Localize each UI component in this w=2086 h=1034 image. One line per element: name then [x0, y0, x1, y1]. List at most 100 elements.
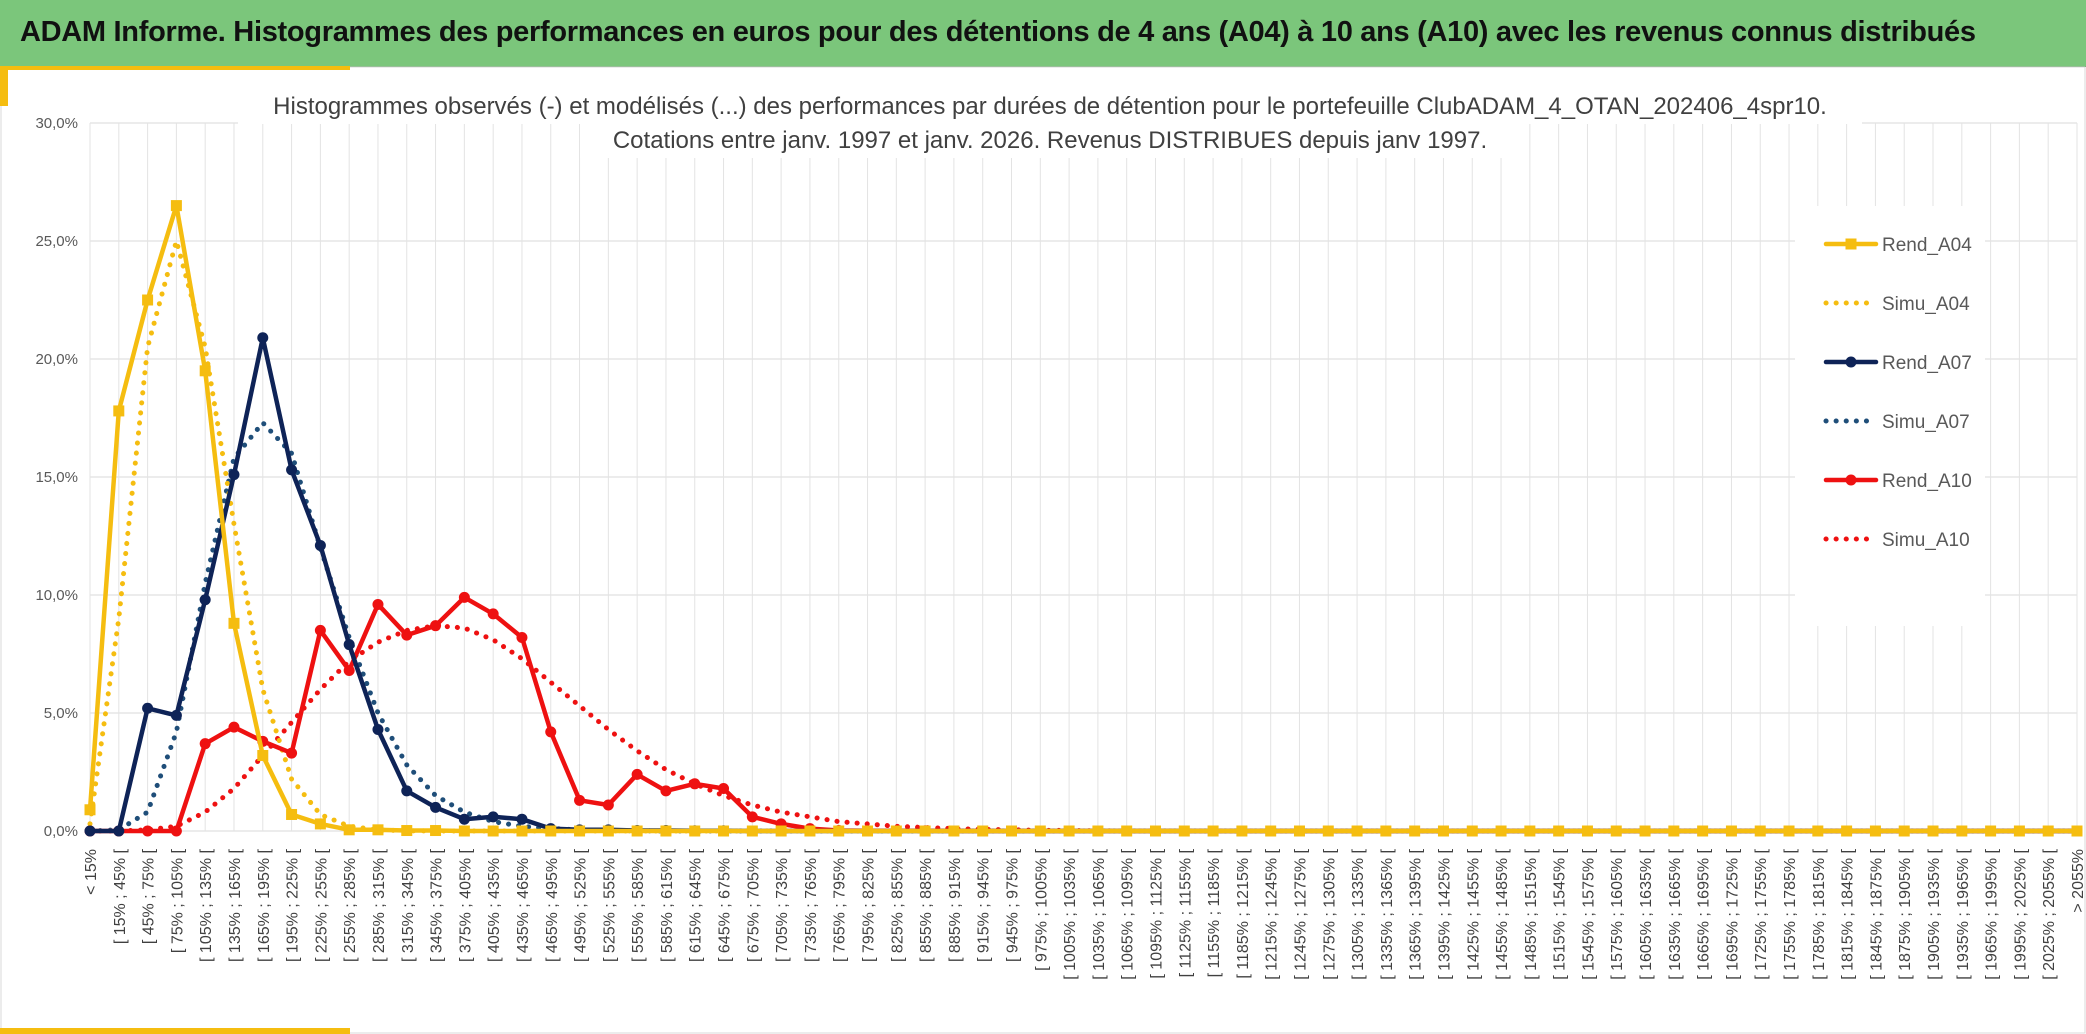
x-tick-label: [ 1455% ; 1485% [ — [1494, 848, 1511, 979]
x-tick-label: [ 1575% ; 1605% [ — [1609, 848, 1626, 979]
x-tick-label: [ 645% ; 675% [ — [717, 848, 734, 962]
series-rend-a04-point — [286, 808, 298, 820]
series-rend-a07-point — [113, 825, 125, 837]
series-rend-a04-point — [660, 825, 672, 837]
x-tick-label: [ 675% ; 705% [ — [745, 848, 762, 962]
series-rend-a04-point — [1063, 825, 1075, 837]
x-tick-label: [ 1845% ; 1875% [ — [1868, 848, 1885, 979]
x-tick-label: [ 1755% ; 1785% [ — [1782, 848, 1799, 979]
x-tick-label: > 2055% — [2070, 849, 2086, 913]
x-tick-label: [ 555% ; 585% [ — [630, 848, 647, 962]
x-tick-label: [ 1665% ; 1695% [ — [1696, 848, 1713, 979]
series-rend-a04-point — [1524, 825, 1536, 837]
y-tick-label: 0,0% — [44, 823, 78, 840]
series-rend-a04-point — [1869, 825, 1881, 837]
x-tick-label: [ 1215% ; 1245% [ — [1264, 848, 1281, 979]
x-tick-label: [ 255% ; 285% [ — [342, 848, 359, 962]
series-rend-a04-point — [458, 825, 470, 837]
series-rend-a04-point — [1725, 825, 1737, 837]
series-rend-a10-point — [199, 738, 211, 750]
series-rend-a04-point — [718, 825, 730, 837]
x-tick-label: [ 75% ; 105% [ — [169, 848, 186, 953]
series-rend-a10-point — [343, 665, 355, 677]
chart-gridlines — [89, 122, 2078, 832]
x-tick-label: [ 1125% ; 1155% [ — [1177, 848, 1194, 977]
series-rend-a04-point — [602, 825, 614, 837]
series-rend-a07-point — [84, 825, 96, 837]
series-rend-a04-point — [1178, 825, 1190, 837]
x-tick-label: [ 825% ; 855% [ — [889, 848, 906, 962]
series-rend-a07-line — [87, 335, 2080, 834]
x-tick-label: [ 285% ; 315% [ — [371, 848, 388, 962]
series-rend-a07-point — [487, 811, 499, 823]
x-tick-label: [ 1485% ; 1515% [ — [1523, 848, 1540, 979]
frame-accent-bottom — [0, 1028, 350, 1034]
series-rend-a04-point — [372, 824, 384, 836]
x-tick-label: [ 1785% ; 1815% [ — [1811, 848, 1828, 979]
series-rend-a10-point — [574, 794, 586, 806]
x-tick-label: [ 945% ; 975% [ — [1005, 848, 1022, 962]
x-tick-label: [ 135% ; 165% [ — [227, 848, 244, 962]
y-tick-label: 15,0% — [35, 469, 78, 486]
series-rend-a07-point — [430, 801, 442, 813]
series-rend-a04-point — [1207, 825, 1219, 837]
chart-title-block: Histogrammes observés (-) et modélisés (… — [238, 88, 1862, 158]
x-tick-label: [ 405% ; 435% [ — [486, 848, 503, 962]
x-tick-label: [ 1005% ; 1035% [ — [1062, 848, 1079, 979]
x-tick-label: [ 585% ; 615% [ — [659, 848, 676, 962]
series-rend-a04-point — [862, 825, 874, 837]
series-rend-a04-point — [314, 818, 326, 830]
legend-label-rend-a10: Rend_A10 — [1882, 471, 1972, 492]
x-tick-label: [ 1095% ; 1125% [ — [1148, 848, 1165, 978]
series-rend-a10-point — [689, 778, 701, 790]
series-rend-a04-point — [919, 825, 931, 837]
series-rend-a04-point — [199, 365, 211, 377]
x-tick-label: [ 15% ; 45% [ — [112, 848, 129, 944]
y-axis-ticks: 0,0% 5,0% 10,0% 15,0% 20,0% 25,0% 30,0% — [35, 115, 78, 840]
series-rend-a04-point — [1956, 825, 1968, 837]
series-rend-a04-point — [1466, 825, 1478, 837]
series-rend-a04-point — [631, 825, 643, 837]
series-rend-a04-point — [401, 825, 413, 837]
series-rend-a04-point — [1610, 825, 1622, 837]
series-rend-a04-point — [1553, 825, 1565, 837]
x-tick-label: [ 1905% ; 1935% [ — [1926, 848, 1943, 979]
series-simu-a07-line — [87, 420, 2080, 834]
series-rend-a04-point — [1236, 825, 1248, 837]
series-rend-a04-line — [87, 203, 2080, 834]
x-tick-label: [ 1725% ; 1755% [ — [1753, 848, 1770, 979]
x-tick-label: [ 315% ; 345% [ — [400, 848, 417, 962]
y-tick-label: 25,0% — [35, 233, 78, 250]
series-rend-a07-point — [372, 724, 384, 736]
series-rend-a07-point — [343, 639, 355, 651]
series-rend-a04-point — [1581, 825, 1593, 837]
legend-marker-rend-a10 — [1845, 474, 1857, 486]
series-rend-a04-point — [1812, 825, 1824, 837]
series-rend-a10-point — [314, 624, 326, 636]
series-rend-a04-point — [487, 825, 499, 837]
series-rend-a04-point — [257, 749, 269, 761]
series-rend-a04-point — [1697, 825, 1709, 837]
x-tick-label: [ 735% ; 765% [ — [803, 848, 820, 962]
x-tick-label: [ 765% ; 795% [ — [832, 848, 849, 962]
series-rend-a10-point — [602, 799, 614, 811]
series-rend-a04-point — [1322, 825, 1334, 837]
chart-frame — [0, 66, 2086, 1034]
series-rend-a04-point — [1293, 825, 1305, 837]
x-tick-label: [ 1395% ; 1425% [ — [1436, 848, 1453, 979]
x-tick-label: [ 375% ; 405% [ — [457, 848, 474, 962]
x-tick-label: [ 1275% ; 1305% [ — [1321, 848, 1338, 979]
series-rend-a04-point — [516, 825, 528, 837]
x-tick-label: [ 1635% ; 1665% [ — [1667, 848, 1684, 979]
series-rend-a04-point — [170, 200, 182, 212]
series-rend-a07-point — [458, 813, 470, 825]
series-rend-a04-point — [1668, 825, 1680, 837]
report-title: ADAM Informe. Histogrammes des performan… — [20, 16, 1976, 48]
x-tick-label: [ 1515% ; 1545% [ — [1552, 848, 1569, 979]
x-tick-label: [ 1335% ; 1365% [ — [1379, 848, 1396, 979]
series-rend-a10-line — [87, 595, 2080, 834]
series-rend-a04-point — [890, 825, 902, 837]
series-rend-a07-point — [401, 785, 413, 797]
x-tick-label: [ 195% ; 225% [ — [285, 848, 302, 962]
x-tick-label: [ 1065% ; 1095% [ — [1120, 848, 1137, 979]
